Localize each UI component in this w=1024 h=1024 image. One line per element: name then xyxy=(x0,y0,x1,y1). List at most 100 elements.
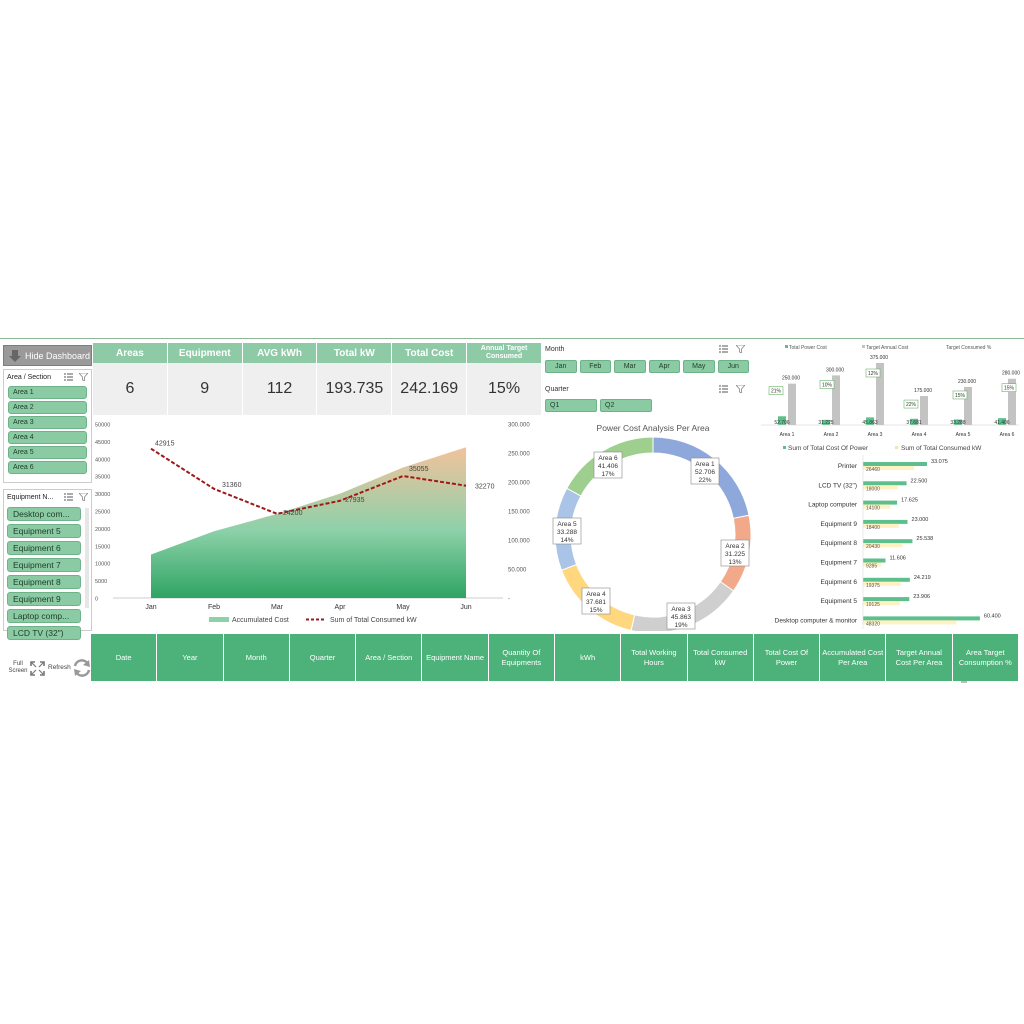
table-column-header[interactable]: Target Annual Cost Per Area xyxy=(886,634,953,681)
data-label: 32270 xyxy=(475,484,495,491)
legend-label: Sum of Total Cost Of Power xyxy=(788,445,869,452)
power-cost-bar xyxy=(866,417,874,425)
y-tick-label: Equipment 9 xyxy=(821,521,858,528)
power-cost-bar xyxy=(954,419,962,425)
area-slicer-item[interactable]: Area 4 xyxy=(8,431,87,444)
table-column-header[interactable]: Total Working Hours xyxy=(621,634,688,681)
quarter-slicer-item[interactable]: Q2 xyxy=(600,399,652,412)
hide-dashboard-button[interactable]: Hide Dashboard xyxy=(3,345,92,366)
equipment-slicer-item[interactable]: Equipment 5 xyxy=(7,524,81,538)
month-slicer-item[interactable]: Mar xyxy=(614,360,646,373)
power-cost-bar xyxy=(998,418,1006,425)
area-slicer-item[interactable]: Area 1 xyxy=(8,386,87,399)
equipment-slicer-item[interactable]: LCD TV (32") xyxy=(7,626,81,640)
data-label: 25.538 xyxy=(916,536,933,542)
kpi-areas: Areas 6 xyxy=(93,343,167,415)
data-label: 250.000 xyxy=(782,376,800,382)
refresh-icon[interactable] xyxy=(72,658,92,678)
multi-select-icon[interactable] xyxy=(719,385,728,393)
equipment-slicer-item[interactable]: Equipment 8 xyxy=(7,575,81,589)
x-tick-label: Area 3 xyxy=(868,432,883,438)
month-slicer-item[interactable]: Jan xyxy=(545,360,577,373)
table-column-header[interactable]: Quarter xyxy=(290,634,357,681)
x-tick-label: Area 4 xyxy=(912,432,927,438)
table-column-header[interactable]: Quantity Of Equipments xyxy=(489,634,555,681)
kpi-equipment: Equipment 9 xyxy=(167,343,242,415)
area-slicer-item[interactable]: Area 6 xyxy=(8,461,87,474)
area-slicer-item[interactable]: Area 3 xyxy=(8,416,87,429)
table-column-header[interactable]: Equipment Name xyxy=(422,634,489,681)
data-label: 48320 xyxy=(866,621,880,627)
area-slicer-item[interactable]: Area 2 xyxy=(8,401,87,414)
table-column-header[interactable]: Year xyxy=(157,634,224,681)
equipment-slicer-item[interactable]: Equipment 7 xyxy=(7,558,81,572)
month-slicer-item[interactable]: Apr xyxy=(648,360,680,373)
table-column-header[interactable]: Area / Section xyxy=(356,634,423,681)
y-left-tick-label: 10000 xyxy=(95,562,110,568)
legend-swatch xyxy=(862,345,865,348)
multi-select-icon[interactable] xyxy=(64,493,73,501)
y-tick-label: Equipment 7 xyxy=(821,560,858,567)
data-label: 300.000 xyxy=(826,367,844,373)
multi-select-icon[interactable] xyxy=(64,373,73,381)
clear-filter-icon[interactable] xyxy=(79,373,88,381)
table-column-header[interactable]: Total Consumed kW xyxy=(688,634,754,681)
y-right-tick-label: 300.000 xyxy=(508,423,530,429)
data-label: 33.075 xyxy=(931,459,948,465)
legend-swatch xyxy=(783,446,786,449)
target-bar xyxy=(832,375,840,425)
x-tick-label: Area 2 xyxy=(824,432,839,438)
kpi-value: 6 xyxy=(93,363,167,415)
month-slicer-item[interactable]: Feb xyxy=(579,360,611,373)
full-screen-icon[interactable] xyxy=(30,661,45,676)
clear-filter-icon[interactable] xyxy=(79,493,88,501)
table-column-header[interactable]: Month xyxy=(224,634,290,681)
table-column-header[interactable]: Area Target Consumption % xyxy=(953,634,1019,681)
area-slicer: Area / Section Area 1 Area 2 Area 3 Area… xyxy=(3,369,92,483)
data-label: 60.400 xyxy=(984,613,1001,619)
kpi-total-cost: Total Cost 242.169 xyxy=(392,343,467,415)
kw-bar xyxy=(863,543,903,548)
y-right-tick-label: 100.000 xyxy=(508,539,530,545)
cost-bar xyxy=(863,519,908,524)
equipment-slicer-item[interactable]: Equipment 6 xyxy=(7,541,81,555)
kpi-label: AVG kWh xyxy=(242,343,317,363)
power-cost-bar xyxy=(822,419,830,425)
table-column-header[interactable]: Total Cost Of Power xyxy=(754,634,821,681)
clear-filter-icon[interactable] xyxy=(736,345,745,353)
table-scroll-handle[interactable] xyxy=(961,681,967,683)
kpi-annual-target: Annual Target Consumed 15% xyxy=(467,343,541,415)
table-column-header[interactable]: Date xyxy=(91,634,158,681)
y-left-tick-label: 30000 xyxy=(95,492,110,498)
kw-bar xyxy=(863,485,898,490)
month-slicer-item[interactable]: Jun xyxy=(717,360,749,373)
month-slicer-item[interactable]: May xyxy=(683,360,715,373)
legend-label: Sum of Total Consumed kW xyxy=(330,617,417,624)
area-slicer-item[interactable]: Area 5 xyxy=(8,446,87,459)
data-label: 14% xyxy=(560,537,573,544)
power-cost-donut-chart: Power Cost Analysis Per Area Area 152.70… xyxy=(552,423,752,631)
refresh-label: Refresh xyxy=(48,664,71,671)
y-tick-label: Printer xyxy=(838,463,858,470)
kw-bar xyxy=(863,504,891,509)
table-column-header[interactable]: Accumulated Cost Per Area xyxy=(820,634,887,681)
slicer-scrollbar[interactable] xyxy=(85,508,89,608)
data-label: 52.706 xyxy=(774,420,790,426)
x-tick-label: Apr xyxy=(335,604,347,611)
cost-bar xyxy=(863,481,907,486)
data-label: 175.000 xyxy=(914,388,932,394)
table-column-header[interactable]: kWh xyxy=(555,634,622,681)
quarter-slicer-item[interactable]: Q1 xyxy=(545,399,597,412)
multi-select-icon[interactable] xyxy=(719,345,728,353)
donut-title: Power Cost Analysis Per Area xyxy=(597,423,710,433)
y-left-tick-label: 50000 xyxy=(95,423,110,429)
pct-label-box xyxy=(819,380,835,389)
equipment-slicer-item[interactable]: Desktop com... xyxy=(7,507,81,521)
pct-label-box xyxy=(768,386,784,395)
clear-filter-icon[interactable] xyxy=(736,385,745,393)
cost-bar xyxy=(863,597,910,602)
equipment-slicer-item[interactable]: Laptop comp... xyxy=(7,609,81,623)
data-label: 42915 xyxy=(155,441,175,448)
equipment-slicer-item[interactable]: Equipment 9 xyxy=(7,592,81,606)
data-label: Area 4 xyxy=(586,591,606,598)
